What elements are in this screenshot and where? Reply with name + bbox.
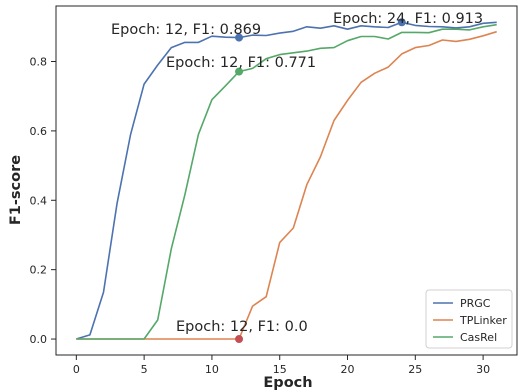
y-axis-title: F1-score [8, 155, 24, 225]
x-tick-label: 0 [73, 363, 80, 376]
markers-layer [235, 18, 406, 344]
legend-label-prgc: PRGC [460, 297, 491, 310]
annotation-label: Epoch: 12, F1: 0.0 [176, 319, 308, 335]
x-tick-label: 20 [341, 363, 355, 376]
x-tick-label: 10 [205, 363, 219, 376]
series-line-prgc [76, 21, 497, 340]
y-tick-label: 0.0 [30, 333, 48, 346]
y-tick-label: 0.8 [30, 56, 48, 69]
y-tick-label: 0.6 [30, 125, 48, 138]
series-layer [76, 21, 497, 340]
series-line-tplinker [76, 30, 497, 340]
annotation-label: Epoch: 12, F1: 0.771 [166, 55, 316, 71]
annotations-layer: Epoch: 12, F1: 0.869 Epoch: 12, F1: 0.771… [111, 11, 483, 335]
x-tick-label: 25 [408, 363, 422, 376]
legend-label-casrel: CasRel [460, 331, 497, 344]
highlight-point-prgc [397, 18, 406, 27]
x-tick-label: 5 [141, 363, 148, 376]
annotation-label: Epoch: 12, F1: 0.869 [111, 22, 261, 38]
legend-label-tplinker: TPLinker [459, 314, 507, 327]
x-axis-title: Epoch [263, 375, 312, 390]
x-tick-label: 15 [273, 363, 287, 376]
highlight-point-tplinker [235, 335, 244, 344]
annotation-label: Epoch: 24, F1: 0.913 [333, 11, 483, 27]
x-tick-label: 30 [476, 363, 490, 376]
highlight-point-casrel [235, 67, 244, 76]
legend: PRGC TPLinker CasRel [425, 289, 513, 349]
y-tick-label: 0.2 [30, 264, 48, 277]
highlight-point-prgc [235, 33, 244, 42]
series-line-casrel [76, 23, 497, 340]
axes-layer: 0 5 10 15 20 25 30 0.0 0.2 0.4 0.6 0.8 [30, 56, 491, 376]
legend-box [425, 289, 513, 349]
y-tick-label: 0.4 [30, 194, 48, 207]
